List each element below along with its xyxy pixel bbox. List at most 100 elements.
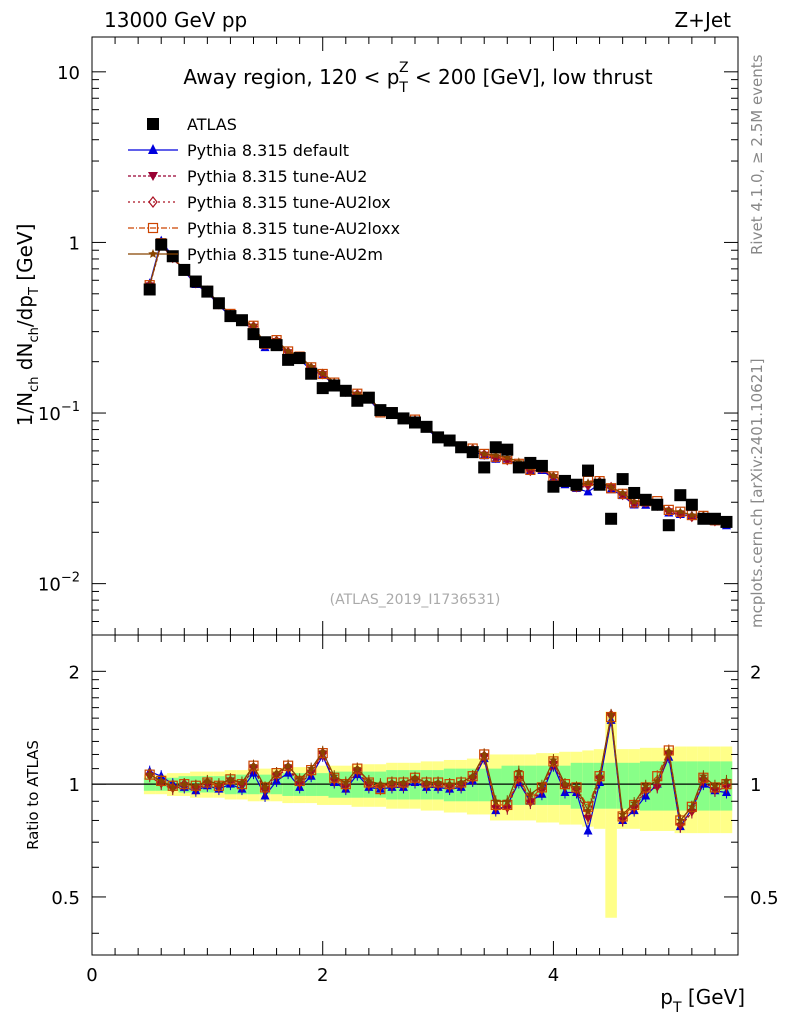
point-au2m [629, 497, 639, 506]
band-inner [547, 765, 560, 805]
ratio-tick-label-left: 0.5 [51, 888, 80, 909]
ratio-point-au2m [226, 774, 235, 783]
ratio-point-au2m [687, 802, 697, 811]
atlas-point [708, 512, 721, 525]
ratio-point-au2m [618, 809, 627, 819]
atlas-point [351, 394, 364, 407]
ratio-bands [143, 711, 733, 918]
x-tick-label: 0 [86, 965, 97, 986]
y-axis-label: 1/Nch dNch/dpT [GeV] [13, 224, 42, 427]
point-au2m [664, 505, 674, 515]
series-line-au2 [149, 243, 727, 524]
ratio-point-au2m [318, 747, 327, 756]
ratio-point-au2m [445, 779, 454, 788]
ratio-point-au2m [676, 815, 685, 825]
point-au2m [549, 471, 558, 480]
ratio-point-au2m [283, 761, 293, 770]
legend-label-au2: Pythia 8.315 tune-AU2 [187, 167, 367, 186]
ratio-point-au2m [479, 749, 489, 759]
atlas-point [385, 407, 398, 420]
atlas-point [639, 493, 652, 506]
ratio-point-au2m [145, 770, 154, 779]
ratio-point-au2m [249, 761, 258, 770]
atlas-point [547, 480, 560, 493]
ratio-point-au2m [537, 781, 547, 790]
ratio-point-au2m [237, 778, 247, 787]
ratio-line-au2loxx [149, 716, 727, 822]
band-inner [628, 762, 640, 809]
ratio-tick-label-right: 2 [750, 662, 761, 683]
chart-title: Away region, 120 < pTZ < 200 [GeV], low … [183, 60, 652, 96]
ratio-point-au2m [329, 771, 339, 780]
ratio-point-au2m [595, 771, 604, 780]
ratio-point-au2m [641, 781, 650, 790]
x-tick-label: 2 [317, 965, 328, 986]
atlas-point [293, 352, 306, 365]
atlas-point [478, 461, 491, 474]
band-outer [605, 711, 617, 918]
point-au2m [249, 321, 258, 330]
atlas-point [685, 498, 698, 511]
ratio-point-au2m [387, 778, 397, 787]
atlas-point [305, 367, 318, 380]
band-inner [478, 768, 490, 802]
atlas-point [582, 464, 595, 477]
atlas-point [524, 456, 537, 469]
atlas-point [593, 478, 606, 491]
ratio-point-au2m [710, 781, 720, 790]
atlas-point [143, 283, 156, 296]
ratio-point-au2m [410, 773, 420, 782]
ratio-point-au2m [699, 771, 708, 780]
band-inner [501, 765, 514, 805]
atlas-point [235, 314, 248, 327]
ratio-point-au2m [526, 789, 535, 798]
band-inner [616, 762, 629, 809]
ratio-point-au2m [399, 778, 408, 787]
point-au2m [503, 452, 512, 462]
title-sub: T [398, 80, 408, 96]
atlas-point [674, 489, 687, 502]
atlas-point [316, 382, 329, 395]
atlas-point [178, 263, 191, 276]
point-au2m [491, 450, 501, 459]
series-line-au2loxx [149, 241, 727, 523]
ratio-point-au2m [341, 778, 351, 787]
ratio-point-au2lox [641, 783, 650, 795]
ratio-tick-label-left: 2 [69, 662, 80, 683]
atlas-point [374, 404, 387, 417]
point-au2m [618, 488, 627, 497]
band-inner [489, 768, 502, 802]
atlas-point [397, 412, 410, 425]
process-label: Z+Jet [674, 8, 731, 32]
atlas-point [201, 285, 214, 298]
band-inner [686, 761, 698, 811]
ratio-point-au2m [272, 768, 281, 777]
atlas-point [409, 416, 421, 429]
ratio-y-label: Ratio to ATLAS [24, 740, 42, 850]
title-sup: Z [399, 60, 409, 76]
point-au2m [676, 507, 685, 516]
band-inner [582, 762, 594, 809]
analysis-id: (ATLAS_2019_I1736531) [330, 592, 501, 608]
atlas-point [270, 339, 283, 352]
legend-marker-default [148, 144, 158, 154]
ratio-point-au2m [422, 778, 431, 787]
legend-label-default: Pythia 8.315 default [187, 141, 349, 160]
series-line-default [149, 239, 727, 527]
ratio-point-default [583, 825, 593, 835]
ratio-point-au2m [503, 796, 512, 805]
y-tick-label: 10−2 [38, 571, 80, 596]
ratio-point-au2m [572, 782, 581, 792]
atlas-point [558, 474, 571, 487]
upper-series-layer [144, 235, 732, 530]
atlas-point [455, 441, 468, 454]
legend-marker-au2lox [148, 196, 158, 208]
ratio-tick-label-left: 1 [69, 775, 80, 796]
x-tick-label: 4 [548, 965, 559, 986]
ratio-axis-ticks: 0 2 4 0.5 0.5 1 1 2 2 [51, 634, 779, 986]
ratio-point-au2m [468, 771, 477, 780]
ratio-point-au2lox [710, 783, 720, 795]
ratio-point-au2m [722, 776, 731, 785]
atlas-point [501, 443, 514, 456]
